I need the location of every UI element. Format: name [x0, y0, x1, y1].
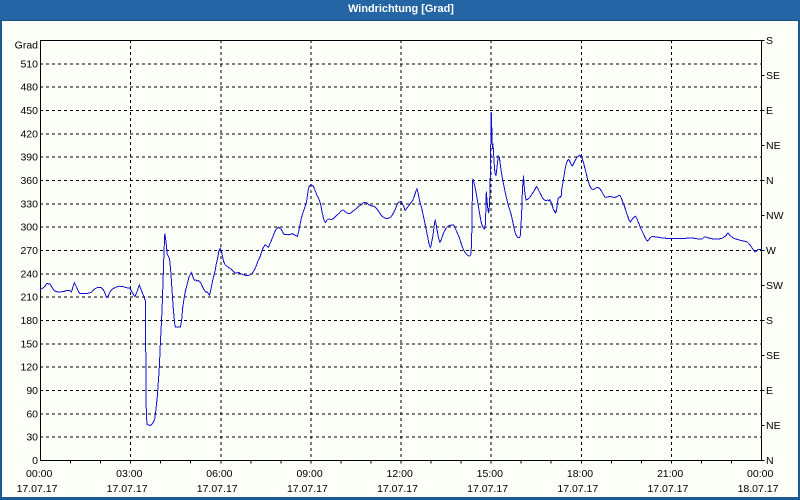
- svg-text:15:00: 15:00: [477, 468, 503, 480]
- svg-text:09:00: 09:00: [296, 468, 322, 480]
- svg-text:60: 60: [26, 408, 38, 420]
- svg-text:17.07.17: 17.07.17: [467, 483, 508, 495]
- svg-text:E: E: [766, 105, 773, 117]
- svg-text:0: 0: [32, 455, 38, 467]
- svg-text:00:00: 00:00: [26, 468, 52, 480]
- svg-text:360: 360: [20, 175, 38, 187]
- svg-text:N: N: [766, 175, 774, 187]
- svg-text:17.07.17: 17.07.17: [647, 483, 688, 495]
- svg-text:17.07.17: 17.07.17: [287, 483, 328, 495]
- svg-text:N: N: [766, 455, 774, 467]
- svg-text:18.07.17: 18.07.17: [738, 483, 779, 495]
- svg-text:06:00: 06:00: [206, 468, 232, 480]
- svg-text:17.07.17: 17.07.17: [377, 483, 418, 495]
- svg-text:480: 480: [20, 82, 38, 94]
- svg-text:17.07.17: 17.07.17: [197, 483, 238, 495]
- svg-text:W: W: [766, 245, 776, 257]
- svg-text:180: 180: [20, 315, 38, 327]
- svg-text:150: 150: [20, 338, 38, 350]
- svg-text:SW: SW: [766, 280, 783, 292]
- svg-text:330: 330: [20, 198, 38, 210]
- svg-text:NW: NW: [766, 210, 784, 222]
- svg-text:03:00: 03:00: [116, 468, 142, 480]
- svg-text:30: 30: [26, 432, 38, 444]
- svg-text:NE: NE: [766, 140, 781, 152]
- svg-text:21:00: 21:00: [657, 468, 683, 480]
- svg-text:17.07.17: 17.07.17: [107, 483, 148, 495]
- svg-text:00:00: 00:00: [747, 468, 773, 480]
- svg-text:SE: SE: [766, 70, 780, 82]
- svg-text:NE: NE: [766, 420, 781, 432]
- svg-text:18:00: 18:00: [567, 468, 593, 480]
- svg-text:12:00: 12:00: [387, 468, 413, 480]
- svg-text:120: 120: [20, 362, 38, 374]
- svg-text:Windrichtung [Grad]: Windrichtung [Grad]: [348, 3, 454, 15]
- svg-text:17.07.17: 17.07.17: [557, 483, 598, 495]
- svg-text:Grad: Grad: [15, 40, 39, 52]
- svg-text:90: 90: [26, 385, 38, 397]
- svg-text:240: 240: [20, 268, 38, 280]
- svg-text:17.07.17: 17.07.17: [17, 483, 58, 495]
- svg-text:510: 510: [20, 58, 38, 70]
- svg-text:300: 300: [20, 222, 38, 234]
- svg-text:390: 390: [20, 152, 38, 164]
- svg-text:270: 270: [20, 245, 38, 257]
- svg-text:SE: SE: [766, 350, 780, 362]
- svg-text:450: 450: [20, 105, 38, 117]
- svg-text:S: S: [766, 35, 773, 47]
- svg-text:E: E: [766, 385, 773, 397]
- svg-text:S: S: [766, 315, 773, 327]
- svg-text:210: 210: [20, 292, 38, 304]
- svg-text:420: 420: [20, 128, 38, 140]
